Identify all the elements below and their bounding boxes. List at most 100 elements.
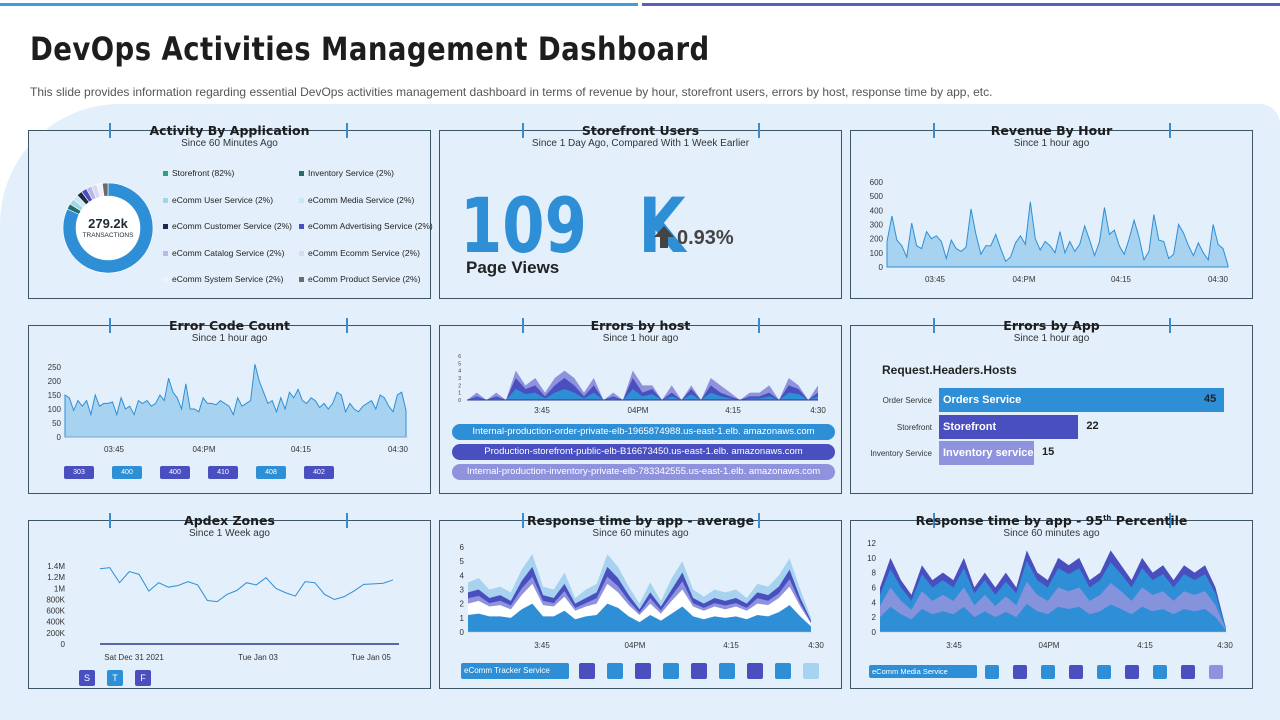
x-tick-label: 4:30	[808, 641, 824, 650]
y-tick-label: 6	[460, 543, 465, 552]
response-area	[468, 603, 811, 632]
y-tick-label: 1.4M	[47, 562, 65, 571]
donut-chart	[62, 182, 154, 274]
error-code-badge: 400	[112, 466, 142, 479]
y-tick-label: 1	[460, 614, 465, 623]
bar: Storefront	[939, 414, 1079, 439]
panel-apdex-zones: Apdex Zones Since 1 Week ago 1.4M 1.2M 1M 8…	[28, 513, 431, 689]
legend-swatch	[1041, 665, 1055, 679]
x-tick-label: Sat Dec 31 2021	[104, 653, 164, 662]
panel-title-main: Response time by app - 95	[915, 513, 1104, 528]
host-pill: Internal-production-inventory-private-el…	[452, 464, 835, 480]
legend-label: eComm Product Service (2%)	[308, 274, 421, 284]
legend-item: eComm Advertising Service (2%)	[299, 221, 433, 231]
legend-label: eComm System Service (2%)	[172, 274, 284, 284]
y-tick-label: 100	[870, 249, 884, 258]
x-tick-label: 4:15	[725, 406, 741, 415]
error-code-area-chart: 250 200 150 100 50 0 03:45 04:PM 04:15 04:30	[48, 363, 409, 454]
y-tick-label: 200	[48, 377, 62, 386]
panel-title: Error Code Count	[168, 318, 291, 333]
y-tick-label: 4	[458, 369, 461, 375]
panel-subtitle: Since 60 minutes ago	[592, 528, 689, 539]
x-tick-label: 3:45	[534, 406, 550, 415]
bar: Orders Service	[939, 388, 1224, 412]
legend-dot	[299, 277, 304, 283]
error-code-badge: 408	[256, 466, 286, 479]
revenue-area	[886, 201, 1229, 268]
legend-swatch	[579, 663, 595, 679]
legend-swatch	[691, 663, 707, 679]
y-tick-label: 2	[460, 600, 465, 609]
error-code-badges: 303 400 400 410 408 402	[64, 466, 394, 480]
legend-swatch	[663, 663, 679, 679]
response-95-area	[880, 603, 1226, 632]
legend-item: eComm Catalog Service (2%)	[163, 248, 284, 258]
x-tick-label: 04:30	[1208, 275, 1229, 284]
donut-center-label: TRANSACTIONS	[82, 232, 134, 239]
bar-category-label: Storefront	[896, 422, 932, 432]
x-tick-label: Tue Jan 05	[351, 653, 391, 662]
y-tick-label: 150	[48, 391, 62, 400]
legend-dot	[299, 171, 304, 177]
apdex-badge: F	[135, 670, 151, 686]
page-subtitle: This slide provides information regardin…	[30, 85, 993, 99]
y-tick-label: 12	[867, 539, 876, 548]
legend-swatch	[1013, 665, 1027, 679]
panel-title-end: Percentile	[1111, 513, 1188, 528]
panel-response-time-average: Response time by app - average Since 60 …	[439, 513, 842, 689]
legend-swatch	[775, 663, 791, 679]
panel-subtitle: Since 1 hour ago	[1013, 138, 1090, 149]
bar-value: 45	[1204, 393, 1217, 405]
x-tick-label: 04:PM	[1012, 275, 1035, 284]
panel-title: Errors by App	[1003, 318, 1100, 333]
y-tick-label: 6	[872, 584, 877, 593]
error-code-badge: 402	[304, 466, 334, 479]
panel-title: Response time by app - 95th Percentile	[851, 513, 1252, 528]
x-tick-label: 04:30	[388, 445, 409, 454]
bar: Inventory service	[939, 441, 1034, 465]
y-tick-label: 3	[460, 586, 465, 595]
change-percent: 0.93%	[677, 227, 734, 249]
y-tick-label: 100	[48, 405, 62, 414]
y-tick-label: 4	[460, 571, 465, 580]
response-95th-area-chart: 12 10 8 6 4 2 0 3:45 04PM 4:15 4:30	[867, 539, 1233, 650]
legend-item: eComm Customer Service (2%)	[163, 221, 292, 231]
legend-label: Inventory Service (2%)	[308, 168, 394, 178]
host-pill: Internal-production-order-private-elb-19…	[452, 424, 835, 440]
panel-response-time-95th: Response time by app - 95th Percentile S…	[850, 513, 1253, 689]
y-tick-label: 200K	[46, 629, 65, 638]
apdex-line-chart: 1.4M 1.2M 1M 800K 600K 400K 200K 0 Sat Dec 31 20…	[46, 562, 399, 662]
panel-title-sup: th	[1103, 513, 1112, 522]
legend-dot	[163, 171, 168, 177]
y-tick-label: 2	[872, 613, 877, 622]
y-tick-label: 400	[870, 206, 884, 215]
y-tick-label: 8	[872, 569, 877, 578]
legend-label: eComm User Service (2%)	[172, 194, 274, 205]
host-pill: Production-storefront-public-elb-B166734…	[452, 444, 835, 460]
panel-errors-by-app: Errors by App Since 1 hour ago Request.H…	[850, 318, 1253, 494]
errors-by-app-heading: Request.Headers.Hosts	[882, 363, 1017, 377]
legend-item: Inventory Service (2%)	[299, 168, 394, 178]
panel-subtitle: Since 1 hour ago	[191, 333, 268, 344]
x-tick-label: 04:15	[1111, 275, 1132, 284]
panel-title: Errors by host	[590, 318, 691, 333]
legend-swatch	[747, 663, 763, 679]
legend-item: eComm System Service (2%)	[163, 274, 283, 284]
panel-subtitle: Since 1 Day Ago, Compared With 1 Week Ea…	[531, 138, 750, 149]
y-tick-label: 600K	[46, 607, 65, 616]
y-tick-label: 50	[52, 419, 61, 428]
legend-dot	[299, 250, 304, 256]
host-error-area	[467, 389, 818, 400]
panel-storefront-users: Storefront Users Since 1 Day Ago, Compar…	[439, 123, 842, 299]
error-code-area	[64, 364, 407, 438]
x-tick-label: 4:15	[1137, 641, 1153, 650]
x-tick-label: 4:30	[810, 406, 826, 415]
legend-dot	[163, 250, 168, 256]
y-tick-label: 0	[879, 263, 884, 272]
y-tick-label: 500	[870, 192, 884, 201]
y-tick-label: 2	[458, 383, 461, 389]
x-tick-label: 3:45	[946, 641, 962, 650]
panel-activity-by-application: Activity By Application Since 60 Minutes…	[28, 123, 433, 299]
